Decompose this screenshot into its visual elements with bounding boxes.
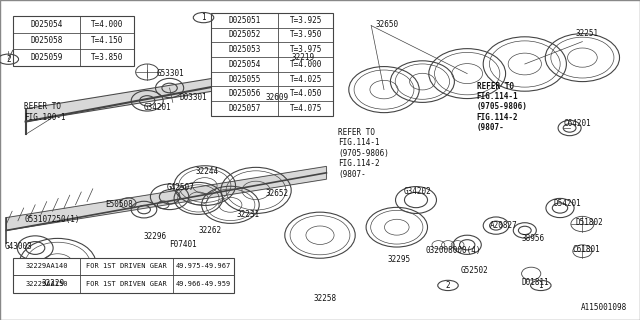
Text: A115001098: A115001098 <box>581 303 627 312</box>
Text: 32251: 32251 <box>576 29 599 38</box>
Text: 1: 1 <box>538 281 543 290</box>
Bar <box>13 16 134 66</box>
Text: D03301: D03301 <box>179 93 207 102</box>
Text: 32219: 32219 <box>291 53 314 62</box>
Text: 32229AA150: 32229AA150 <box>25 281 68 287</box>
Text: REFER TO
FIG.190-1: REFER TO FIG.190-1 <box>24 102 66 122</box>
Text: D025056: D025056 <box>228 89 261 98</box>
Text: G52502: G52502 <box>461 266 488 275</box>
Text: D025059: D025059 <box>30 53 63 62</box>
Text: D025055: D025055 <box>228 75 261 84</box>
Text: 2: 2 <box>6 55 11 64</box>
Text: T=3.950: T=3.950 <box>289 30 322 39</box>
Text: F07401: F07401 <box>170 240 197 249</box>
Text: T=4.000: T=4.000 <box>289 60 322 69</box>
Bar <box>211 13 333 116</box>
Text: D025054: D025054 <box>30 20 63 29</box>
Text: D025057: D025057 <box>228 104 261 113</box>
Text: G43003: G43003 <box>5 242 33 251</box>
Text: 32609: 32609 <box>266 93 289 102</box>
Text: REFER TO
FIG.114-1
(9705-9806)
FIG.114-2
(9807-: REFER TO FIG.114-1 (9705-9806) FIG.114-2… <box>338 128 388 179</box>
Text: G53301: G53301 <box>157 69 184 78</box>
Text: E50508: E50508 <box>106 200 133 209</box>
Text: 053107250(1): 053107250(1) <box>24 215 80 224</box>
Text: D01811: D01811 <box>522 278 549 287</box>
Text: 49.975-49.967: 49.975-49.967 <box>175 263 231 269</box>
Text: 32295: 32295 <box>387 255 410 264</box>
Text: G42507: G42507 <box>166 183 194 192</box>
Text: T=4.050: T=4.050 <box>289 89 322 98</box>
Text: D54201: D54201 <box>554 199 581 208</box>
Text: A20827: A20827 <box>490 221 517 230</box>
Text: D025053: D025053 <box>228 45 261 54</box>
Bar <box>13 258 234 293</box>
Text: 032008000(4): 032008000(4) <box>426 246 481 255</box>
Text: T=3.975: T=3.975 <box>289 45 322 54</box>
Text: 38956: 38956 <box>522 234 545 243</box>
Text: FOR 1ST DRIVEN GEAR: FOR 1ST DRIVEN GEAR <box>86 263 167 269</box>
Text: 32296: 32296 <box>144 232 167 241</box>
Text: G34201: G34201 <box>144 103 172 112</box>
Text: D025051: D025051 <box>228 16 261 25</box>
Text: 32650: 32650 <box>376 20 399 28</box>
Text: 32244: 32244 <box>195 167 218 176</box>
Text: 1: 1 <box>201 13 206 22</box>
Text: REFER TO
FIG.114-1
(9705-9806)
FIG.114-2
(9807-: REFER TO FIG.114-1 (9705-9806) FIG.114-2… <box>477 82 527 132</box>
Text: 32231: 32231 <box>237 210 260 219</box>
Text: T=4.150: T=4.150 <box>91 36 124 45</box>
Text: T=3.925: T=3.925 <box>289 16 322 25</box>
Text: C64201: C64201 <box>563 119 591 128</box>
Text: D025054: D025054 <box>228 60 261 69</box>
Text: 32262: 32262 <box>198 226 221 235</box>
Text: FOR 1ST DRIVEN GEAR: FOR 1ST DRIVEN GEAR <box>86 281 167 287</box>
Text: T=4.025: T=4.025 <box>289 75 322 84</box>
Text: T=3.850: T=3.850 <box>91 53 124 62</box>
Text: D025052: D025052 <box>228 30 261 39</box>
Text: 32652: 32652 <box>266 189 289 198</box>
Text: 32258: 32258 <box>314 294 337 303</box>
Text: 2: 2 <box>445 281 451 290</box>
Text: G34202: G34202 <box>403 188 431 196</box>
Text: 49.966-49.959: 49.966-49.959 <box>175 281 231 287</box>
Polygon shape <box>6 166 326 230</box>
Polygon shape <box>26 64 301 122</box>
Text: 32229AA140: 32229AA140 <box>25 263 68 269</box>
Text: 32229: 32229 <box>42 279 65 288</box>
Text: T=4.000: T=4.000 <box>91 20 124 29</box>
Text: T=4.075: T=4.075 <box>289 104 322 113</box>
Text: D025058: D025058 <box>30 36 63 45</box>
Text: C61801: C61801 <box>573 245 600 254</box>
Text: D51802: D51802 <box>576 218 604 227</box>
